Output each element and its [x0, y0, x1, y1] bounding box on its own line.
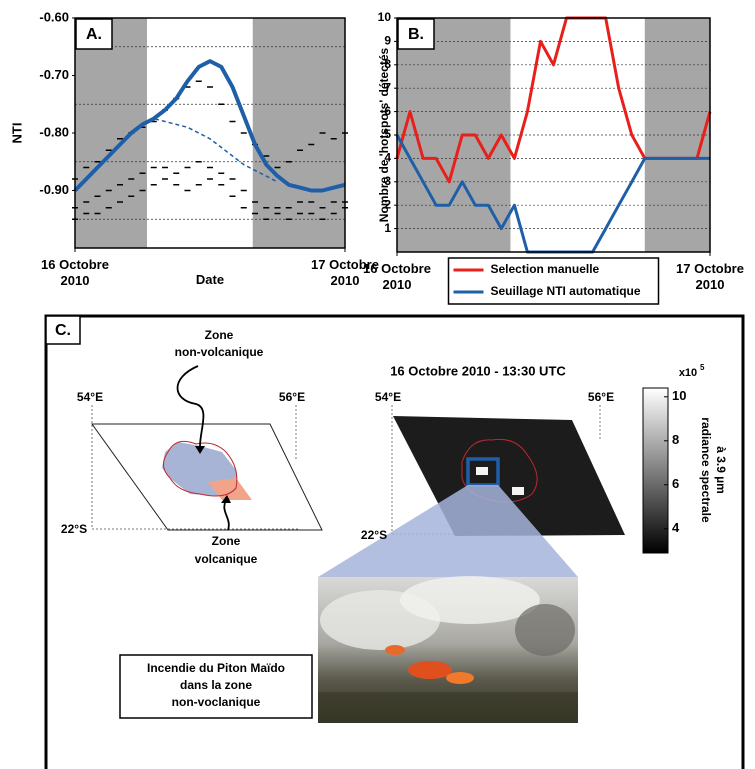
y-tick-label: -0.60	[39, 9, 69, 24]
plot-frame	[396, 17, 711, 253]
x-tick-label: 17 Octobre 2010	[676, 261, 744, 292]
colorbar-label: à 3.9 µm	[714, 446, 728, 494]
colorbar-multiplier: x10	[679, 367, 697, 379]
series-line	[142, 117, 278, 183]
left-map	[91, 365, 323, 531]
hotspot	[512, 487, 524, 495]
y-tick-label: 9	[384, 34, 391, 48]
panel-label: B.	[408, 26, 424, 43]
caption: dans la zone	[180, 678, 252, 692]
legend-box	[447, 257, 660, 305]
chart: 1 2 3 4 5 6 7 8 9 10 Nombre de 'hotspots' détectés…	[377, 10, 712, 305]
panel-label-box	[45, 315, 81, 345]
night-shading	[252, 18, 345, 248]
panel-label-box	[75, 18, 113, 50]
x-axis-label: Date	[195, 272, 225, 287]
colorbar-label: radiance spectrale	[699, 417, 713, 523]
lat-label: 22°S	[61, 522, 87, 536]
fire	[385, 645, 405, 655]
panel-label: A.	[86, 26, 102, 43]
y-tick-label: -0.70	[39, 67, 69, 82]
caption-box	[119, 654, 313, 719]
colorbar-tick-label: 8	[672, 432, 679, 447]
smoke	[400, 576, 540, 624]
y-tick-label: 6	[384, 104, 391, 118]
map-title: 16 Octobre 2010 - 13:30 UTC	[390, 363, 566, 378]
lon-label: 54°E	[375, 390, 401, 404]
lon-label: 54°E	[77, 390, 103, 404]
colorbar-tick-label: 4	[672, 520, 680, 535]
zone-label: Zone	[205, 328, 234, 342]
lon-label: 56°E	[279, 390, 305, 404]
y-tick-label: -0.90	[39, 182, 69, 197]
vegetation	[318, 692, 578, 723]
y-tick-label: 3	[384, 174, 391, 188]
series-line	[73, 59, 346, 193]
y-tick-label: 10	[378, 10, 392, 24]
y-tick-label: 4	[384, 151, 391, 165]
map-outline	[91, 423, 323, 531]
y-axis-label: Nombre de 'hotspots' détectés	[377, 47, 391, 222]
fire	[408, 661, 452, 679]
legend-label: Selection manuelle	[491, 262, 600, 276]
y-tick-label: 2	[384, 197, 391, 211]
chart: -0.60 -0.70 -0.80 -0.90 NTI A.	[9, 9, 348, 252]
hotspot	[476, 467, 488, 475]
plot-frame	[74, 17, 346, 249]
panel-label: C.	[55, 322, 71, 339]
y-tick-label: 8	[384, 57, 391, 71]
arrow-head	[221, 495, 231, 503]
y-tick-label: 1	[384, 221, 391, 235]
arrow	[223, 499, 230, 531]
arrow	[176, 365, 205, 447]
caption: non-voclanique	[172, 695, 261, 709]
zone-label: volcanique	[195, 552, 258, 566]
y-tick-label: 7	[384, 80, 391, 94]
arrow-head	[195, 446, 205, 454]
caption: Incendie du Piton Maïdo	[147, 661, 285, 675]
volcanic-zone	[208, 478, 252, 500]
colorbar-exponent: 5	[700, 363, 705, 372]
photo	[318, 576, 578, 723]
colorbar	[642, 387, 669, 554]
y-tick-label: 5	[384, 127, 391, 141]
colorbar-tick-label: 6	[672, 476, 679, 491]
y-axis-label: NTI	[9, 123, 24, 144]
panel-c-frame	[44, 314, 745, 769]
lon-label: 56°E	[588, 390, 614, 404]
smoke	[515, 604, 575, 656]
night-shading	[75, 18, 147, 248]
colorbar-tick-label: 10	[672, 388, 686, 403]
fire	[446, 672, 474, 684]
x-tick-label: 16 Octobre 2010	[41, 257, 109, 288]
right-map	[318, 405, 625, 577]
lat-label: 22°S	[361, 528, 387, 542]
zone-label: Zone	[212, 534, 241, 548]
x-tick-label: 17 Octobre 2010	[311, 257, 379, 288]
y-tick-label: -0.80	[39, 124, 69, 139]
zone-label: non-volcanique	[175, 345, 264, 359]
panel-label-box	[397, 18, 435, 50]
zoom-wedge	[318, 485, 578, 577]
legend-label: Seuillage NTI automatique	[491, 284, 641, 298]
coastline	[163, 440, 238, 497]
x-tick-label: 16 Octobre 2010	[363, 261, 431, 292]
